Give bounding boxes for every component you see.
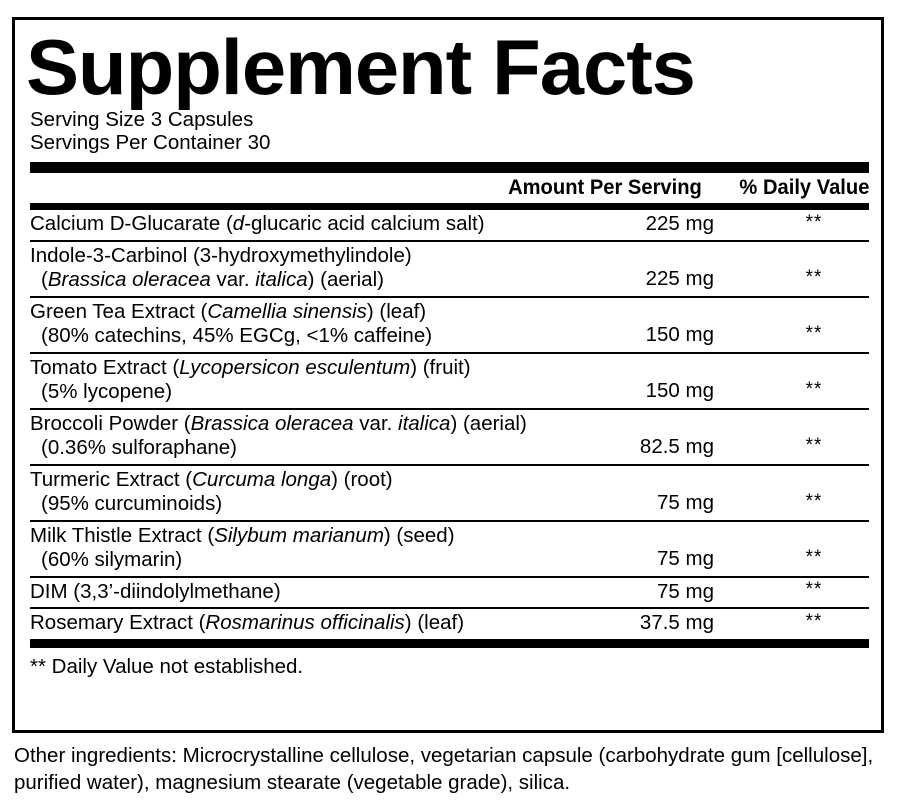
rule-header-underline	[30, 203, 869, 210]
ingredient-name-part: ) (aerial)	[450, 411, 527, 435]
ingredient-latin: Brassica oleracea	[47, 268, 211, 291]
serving-size: Serving Size 3 Capsules	[30, 108, 254, 131]
ingredient-name-continuation: (Brassica oleracea var. italica) (aerial…	[30, 268, 630, 293]
ingredient-name-continuation: (5% lycopene)	[41, 380, 173, 403]
ingredient-name-part: Rosemary Extract (	[30, 611, 206, 634]
ingredient-daily-value: **	[805, 434, 823, 456]
rule-bottom-thick	[30, 638, 869, 648]
ingredient-daily-value: **	[805, 322, 823, 344]
ingredient-name-part: Green Tea Extract (	[30, 299, 208, 323]
ingredient-name: DIM (3,3’-diindolylmethane)	[30, 579, 281, 603]
ingredient-amount: 75 mg	[657, 547, 714, 570]
daily-value-header: % Daily Value	[739, 176, 869, 199]
ingredient-name-part: ) (leaf)	[404, 611, 465, 634]
ingredient-name-continuation: (60% silymarin)	[41, 548, 183, 571]
daily-value-footnote: ** Daily Value not established.	[30, 654, 304, 678]
table-row: Indole-3-Carbinol (3-hydroxymethylindole…	[30, 242, 869, 296]
ingredient-name-part: Indole-3-Carbinol (3-hydroxymethylindole…	[30, 243, 412, 267]
table-row: Broccoli Powder (Brassica oleracea var. …	[30, 410, 869, 464]
panel-inner: Supplement Facts Serving Size 3 Capsules…	[26, 20, 869, 730]
ingredient-daily-value: **	[805, 490, 823, 512]
ingredient-name-continuation: (95% curcuminoids)	[41, 492, 223, 515]
ingredient-name: Calcium D-Glucarate (d-glucaric acid cal…	[30, 212, 630, 237]
ingredient-amount: 75 mg	[657, 579, 714, 603]
ingredient-daily-value: **	[805, 266, 823, 288]
ingredient-daily-value: **	[805, 211, 823, 233]
ingredient-name-part: Milk Thistle Extract (	[30, 523, 215, 547]
ingredient-daily-value: **	[805, 579, 823, 600]
ingredient-latin: Silybum marianum	[214, 523, 384, 547]
ingredient-amount: 150 mg	[645, 379, 714, 402]
ingredient-name-part: ) (root)	[331, 467, 393, 491]
ingredient-latin: Curcuma longa	[192, 467, 332, 491]
ingredient-latin: Rosmarinus officinalis	[205, 611, 405, 634]
ingredient-name: Rosemary Extract (Rosmarinus officinalis…	[30, 611, 630, 636]
ingredient-name-part: Calcium D-Glucarate (	[30, 212, 233, 235]
ingredient-name-continuation: (80% catechins, 45% EGCg, <1% caffeine)	[41, 324, 433, 347]
ingredient-latin: d	[232, 212, 245, 235]
ingredient-name-part: var.	[353, 411, 399, 435]
ingredient-name-part: ) (fruit)	[410, 355, 471, 379]
row-divider	[30, 575, 869, 578]
ingredient-amount: 150 mg	[645, 323, 714, 346]
ingredient-name-part: var.	[210, 268, 256, 291]
ingredient-latin: Lycopersicon esculentum	[179, 355, 411, 379]
supplement-facts-panel: Supplement Facts Serving Size 3 Capsules…	[12, 17, 884, 733]
ingredient-amount: 225 mg	[645, 267, 714, 290]
row-divider	[30, 351, 869, 354]
ingredient-name-part: ) (leaf)	[366, 299, 427, 323]
ingredient-name-part: -glucaric acid calcium salt)	[244, 212, 485, 235]
ingredient-name-part: Turmeric Extract (	[30, 467, 193, 491]
table-row: Rosemary Extract (Rosmarinus officinalis…	[30, 609, 869, 639]
ingredient-name: Tomato Extract (Lycopersicon esculentum)…	[30, 356, 630, 405]
table-row: Turmeric Extract (Curcuma longa) (root) …	[30, 466, 869, 520]
ingredient-daily-value: **	[805, 378, 823, 400]
ingredient-name: Turmeric Extract (Curcuma longa) (root) …	[30, 468, 630, 517]
row-divider	[30, 407, 869, 410]
row-divider	[30, 295, 869, 298]
table-row: Calcium D-Glucarate (d-glucaric acid cal…	[30, 210, 869, 240]
ingredient-name-part: ) (seed)	[383, 523, 455, 547]
ingredient-daily-value: **	[805, 610, 823, 632]
page-title: Supplement Facts	[26, 23, 696, 111]
ingredient-latin: italica	[255, 268, 308, 291]
table-row: Milk Thistle Extract (Silybum marianum) …	[30, 522, 869, 576]
ingredient-amount: 37.5 mg	[639, 611, 714, 634]
ingredient-name-part: ) (aerial)	[307, 268, 384, 291]
rule-top-thick	[30, 162, 869, 173]
row-divider	[30, 239, 869, 242]
ingredient-name: Broccoli Powder (Brassica oleracea var. …	[30, 412, 630, 461]
row-divider	[30, 463, 869, 466]
ingredient-name-part: Broccoli Powder (	[30, 411, 191, 435]
ingredient-daily-value: **	[805, 546, 823, 568]
ingredient-name-continuation: (0.36% sulforaphane)	[41, 436, 238, 459]
ingredient-amount: 82.5 mg	[639, 435, 714, 458]
ingredient-latin: italica	[398, 411, 451, 435]
table-row: DIM (3,3’-diindolylmethane) 75 mg **	[30, 578, 869, 608]
ingredient-name: Indole-3-Carbinol (3-hydroxymethylindole…	[30, 244, 630, 293]
table-row: Tomato Extract (Lycopersicon esculentum)…	[30, 354, 869, 408]
ingredient-name: Milk Thistle Extract (Silybum marianum) …	[30, 524, 630, 573]
ingredient-latin: Camellia sinensis	[207, 299, 367, 323]
amount-per-serving-header: Amount Per Serving	[508, 176, 702, 199]
table-header-row: Amount Per Serving % Daily Value	[30, 173, 869, 203]
ingredient-latin: Brassica oleracea	[190, 411, 354, 435]
table-row: Green Tea Extract (Camellia sinensis) (l…	[30, 298, 869, 352]
ingredient-amount: 225 mg	[645, 212, 714, 235]
ingredient-amount: 75 mg	[657, 491, 714, 514]
ingredient-name-part: (	[41, 268, 48, 291]
other-ingredients: Other ingredients: Microcrystalline cell…	[14, 744, 874, 794]
servings-per-container: Servings Per Container 30	[30, 131, 271, 154]
row-divider	[30, 607, 869, 609]
row-divider	[30, 519, 869, 522]
ingredient-name: Green Tea Extract (Camellia sinensis) (l…	[30, 300, 630, 349]
ingredient-name-part: Tomato Extract (	[30, 355, 180, 379]
